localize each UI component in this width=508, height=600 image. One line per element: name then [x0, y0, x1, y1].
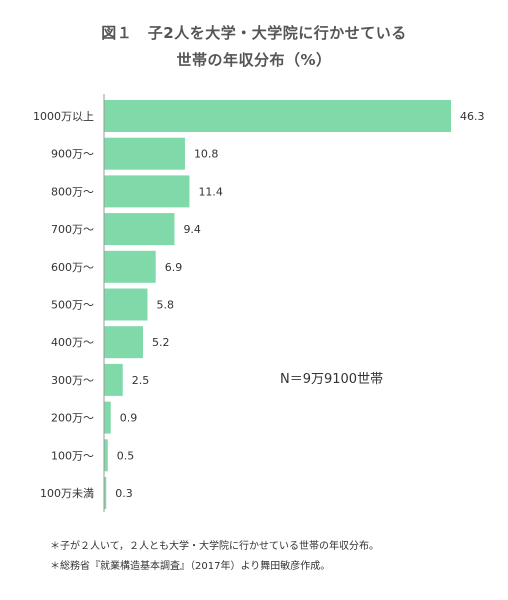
value-label-8: 0.9 [120, 412, 138, 425]
bar-2 [104, 175, 190, 208]
bar-0 [104, 100, 451, 132]
category-label-3: 700万～ [51, 223, 94, 236]
value-label-1: 10.8 [194, 148, 219, 161]
category-label-0: 1000万以上 [33, 110, 94, 123]
value-label-0: 46.3 [460, 110, 485, 123]
bar-8 [104, 401, 111, 434]
bars-layer: 1000万以上 46.3 900万～ 10.8 800万～ 11.4 700万～ 9.4 600… [33, 100, 485, 509]
sample-size-annotation: N＝9万9100世帯 [280, 372, 383, 387]
bar-9 [104, 439, 108, 472]
bar-10 [104, 477, 107, 509]
value-label-5: 5.8 [156, 299, 174, 312]
category-label-7: 300万～ [51, 374, 94, 387]
value-label-2: 11.4 [198, 185, 223, 198]
category-label-10: 100万未満 [40, 487, 94, 500]
bar-5 [104, 288, 148, 321]
category-label-1: 900万～ [51, 148, 94, 161]
category-label-9: 100万～ [51, 449, 94, 462]
bar-4 [104, 250, 156, 283]
category-label-4: 600万～ [51, 261, 94, 274]
value-label-4: 6.9 [165, 261, 183, 274]
chart-title-line1: 図１ 子2人を大学・大学院に行かせている [101, 24, 407, 42]
footnote-2: ＊総務省『就業構造基本調査』（2017年）より舞田敏彦作成。 [50, 561, 331, 572]
bar-6 [104, 326, 143, 359]
category-label-8: 200万～ [51, 412, 94, 425]
value-label-7: 2.5 [132, 374, 150, 387]
category-label-5: 500万～ [51, 299, 94, 312]
value-label-3: 9.4 [183, 223, 201, 236]
bar-3 [104, 213, 175, 246]
value-label-9: 0.5 [117, 449, 135, 462]
category-label-2: 800万～ [51, 185, 94, 198]
category-label-6: 400万～ [51, 336, 94, 349]
bar-1 [104, 137, 185, 170]
value-label-10: 0.3 [115, 487, 133, 500]
value-label-6: 5.2 [152, 336, 170, 349]
chart-title-line2: 世帯の年収分布（%） [176, 51, 332, 69]
footnote-1: ＊子が２人いて，２人とも大学・大学院に行かせている世帯の年収分布。 [50, 541, 379, 552]
bar-7 [104, 363, 123, 396]
